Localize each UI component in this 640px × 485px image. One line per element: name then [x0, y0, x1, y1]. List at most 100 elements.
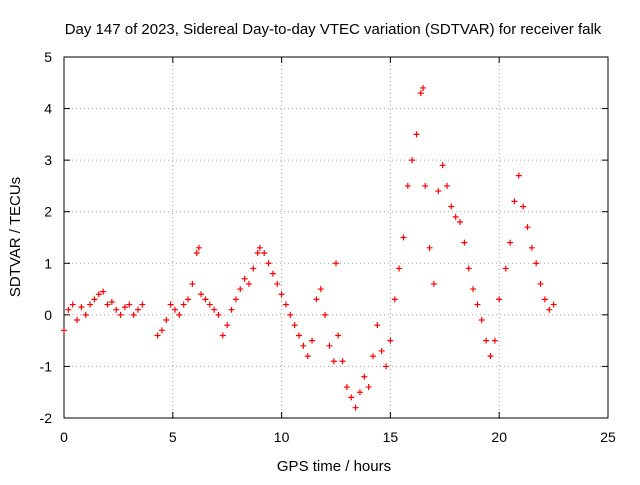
data-point [333, 260, 339, 267]
data-point [533, 260, 540, 267]
data-point [198, 291, 205, 298]
data-point [300, 342, 307, 349]
data-point [228, 306, 235, 313]
data-point [374, 322, 381, 329]
data-point [426, 244, 433, 251]
data-point [348, 394, 355, 401]
data-point [100, 288, 107, 295]
y-tick-label: 4 [44, 101, 52, 117]
y-tick-label: 2 [44, 204, 52, 220]
data-point [413, 131, 420, 138]
data-point [121, 304, 128, 311]
data-point [309, 337, 316, 344]
data-point [265, 260, 272, 267]
data-point [91, 296, 98, 303]
y-tick-label: 1 [44, 255, 52, 271]
data-point [378, 347, 385, 354]
data-point [317, 286, 324, 293]
data-point [108, 298, 115, 305]
data-point [507, 239, 514, 246]
data-point [452, 213, 459, 220]
data-point [487, 353, 494, 360]
x-axis-label: GPS time / hours [277, 458, 391, 475]
data-point [185, 296, 192, 303]
data-point [254, 249, 261, 256]
data-point [322, 311, 329, 318]
data-point [420, 84, 427, 91]
data-point [180, 301, 187, 308]
data-point [430, 280, 437, 287]
y-axis-label: SDTVAR / TECUs [7, 177, 24, 297]
data-point [206, 301, 213, 308]
data-point [241, 275, 248, 282]
data-point [117, 311, 124, 318]
data-point [269, 270, 276, 277]
x-tick-label: 15 [383, 429, 399, 445]
data-point [313, 296, 320, 303]
data-point [278, 291, 285, 298]
data-point [130, 311, 137, 318]
data-point [330, 358, 337, 365]
data-point [502, 265, 509, 272]
data-point [224, 322, 231, 329]
data-point [515, 172, 522, 179]
data-point [541, 296, 548, 303]
y-tick-label: -1 [40, 358, 53, 374]
data-point [291, 322, 298, 329]
data-point [478, 317, 485, 324]
data-point [304, 353, 311, 360]
data-point [383, 363, 390, 370]
data-point [491, 337, 498, 344]
data-point [167, 301, 174, 308]
data-point [448, 203, 455, 210]
data-point [104, 301, 111, 308]
data-point [461, 239, 468, 246]
data-point [457, 219, 464, 226]
data-point [404, 182, 411, 189]
data-point [65, 306, 72, 313]
y-tick-label: 5 [44, 49, 52, 65]
data-point [524, 224, 531, 231]
data-point [287, 311, 294, 318]
y-tick-label: 0 [44, 307, 52, 323]
data-point [126, 301, 133, 308]
data-point [154, 332, 161, 339]
data-point [139, 301, 146, 308]
data-point [256, 244, 263, 251]
data-point [250, 265, 257, 272]
y-tick-label: -2 [40, 410, 53, 426]
data-point [335, 332, 342, 339]
data-point [74, 317, 81, 324]
data-point [171, 306, 178, 313]
data-point [69, 301, 76, 308]
x-tick-label: 5 [169, 429, 177, 445]
data-point [82, 311, 89, 318]
data-point [113, 306, 120, 313]
data-point [134, 306, 141, 313]
data-point [211, 306, 218, 313]
axes [63, 56, 609, 419]
data-point [87, 301, 94, 308]
data-point [396, 265, 403, 272]
data-point [163, 317, 170, 324]
tick-labels: 0 5 10 15 20 25 -2 -1 0 1 2 3 4 5 [40, 49, 616, 445]
data-point [400, 234, 407, 241]
data-point [195, 244, 202, 251]
data-point [232, 296, 239, 303]
data-point [409, 157, 416, 164]
data-point [422, 182, 429, 189]
data-point [439, 162, 446, 169]
data-point [339, 358, 346, 365]
x-tick-label: 25 [600, 429, 616, 445]
data-point [352, 404, 359, 411]
data-point [261, 249, 268, 256]
data-point [435, 188, 442, 195]
data-point [365, 384, 372, 391]
data-point [189, 280, 196, 287]
data-point [219, 332, 226, 339]
data-point [296, 332, 303, 339]
data-point [361, 373, 368, 380]
data-point [546, 306, 553, 313]
